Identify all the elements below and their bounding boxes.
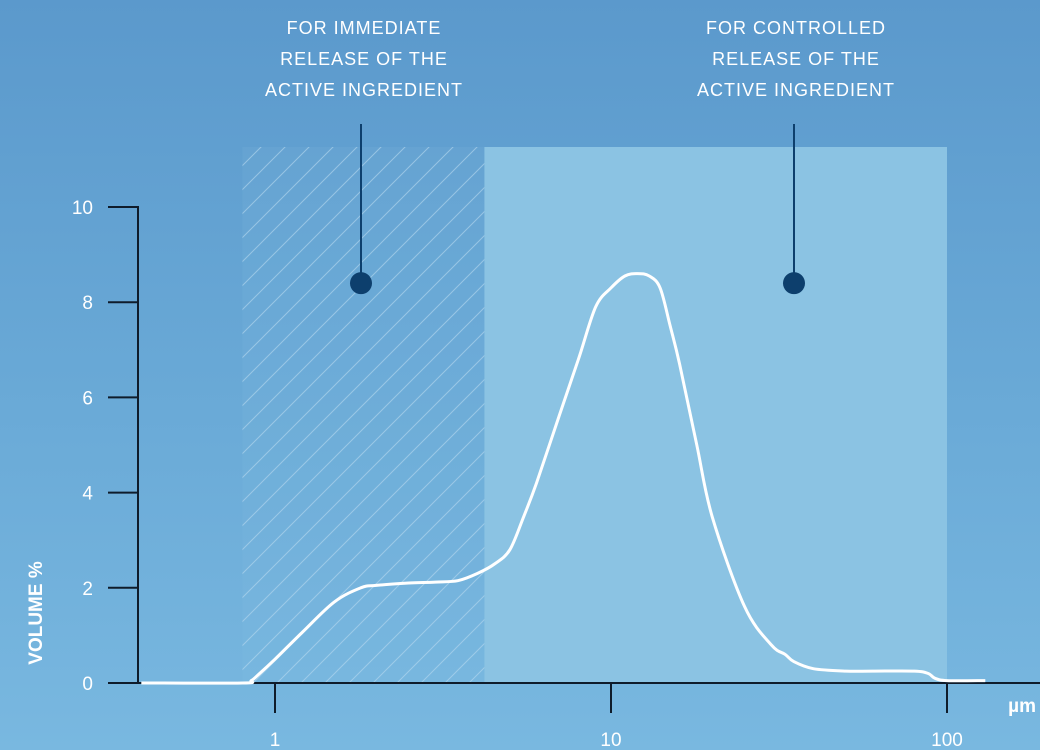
- y-axis-label: VOLUME %: [26, 561, 47, 665]
- immediate-release-label-line: FOR IMMEDIATE: [287, 18, 442, 38]
- controlled-release-region: [484, 147, 947, 683]
- y-tick-label: 10: [72, 198, 93, 219]
- distribution-curve: [141, 272, 986, 685]
- immediate-release-marker: [350, 272, 372, 295]
- y-tick-label: 2: [82, 579, 93, 600]
- x-tick-label: 10: [600, 730, 621, 750]
- controlled-release-label-line: RELEASE OF THE: [712, 49, 880, 69]
- x-tick-label: 1: [270, 730, 281, 750]
- immediate-release-region: [242, 147, 485, 683]
- controlled-release-label-line: FOR CONTROLLED: [706, 18, 886, 38]
- x-axis-label: µm: [1008, 696, 1036, 717]
- controlled-release-marker: [783, 272, 805, 295]
- immediate-release-label-line: RELEASE OF THE: [280, 49, 448, 69]
- y-tick-label: 8: [82, 293, 93, 314]
- immediate-release-label-line: ACTIVE INGREDIENT: [265, 80, 463, 100]
- y-tick-label: 4: [82, 484, 93, 505]
- y-tick-label: 0: [82, 674, 93, 695]
- controlled-release-label-line: ACTIVE INGREDIENT: [697, 80, 895, 100]
- y-tick-label: 6: [82, 388, 93, 409]
- x-tick-label: 100: [931, 730, 963, 750]
